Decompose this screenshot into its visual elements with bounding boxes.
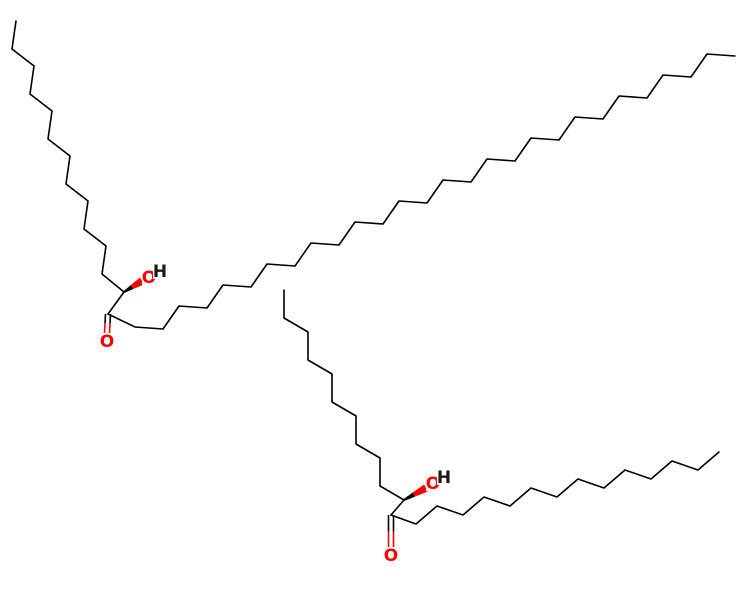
oxygen-label: O xyxy=(100,332,114,352)
hydroxyl-bottom-oxygen-halo xyxy=(426,475,440,491)
wedge-hydroxyl-bottom-far-half xyxy=(412,484,428,497)
wedge-hydroxyl-bottom-near-half xyxy=(403,492,416,501)
wedge-hydroxyl-left-near-half xyxy=(123,285,134,293)
hydroxyl-left-oxygen-halo xyxy=(142,269,156,285)
carbonyl-left-stem1-oxygen-half xyxy=(103,323,106,333)
carbonyl-left-stem0-carbon-half xyxy=(109,314,112,324)
hydroxyl-left-hydrogen-halo xyxy=(153,263,167,279)
carbonyl-left-stem0-oxygen-half xyxy=(108,323,111,334)
carbonyl-left-oxygen-halo xyxy=(100,333,114,349)
tail-upper-left xyxy=(11,20,125,293)
carbonyl-left-stem1-carbon-half xyxy=(104,313,107,324)
wedge-hydroxyl-left-far-half xyxy=(130,277,145,290)
hydrogen-label: H xyxy=(437,468,451,488)
hydrogen-label: H xyxy=(153,262,167,282)
oxygen-label: O xyxy=(142,268,156,288)
oxygen-label: O xyxy=(426,474,440,494)
carbonyl-bottom-oxygen-halo xyxy=(384,547,398,563)
bond-c1-c2-bottom xyxy=(390,499,405,516)
tail-center xyxy=(283,289,405,501)
chain-main-diagonal xyxy=(107,53,736,330)
tail-bottom-right xyxy=(390,451,720,525)
hydroxyl-bottom-hydrogen-halo xyxy=(437,469,451,485)
bond-c1-c2-left xyxy=(107,291,125,315)
oxygen-label: O xyxy=(384,546,398,566)
